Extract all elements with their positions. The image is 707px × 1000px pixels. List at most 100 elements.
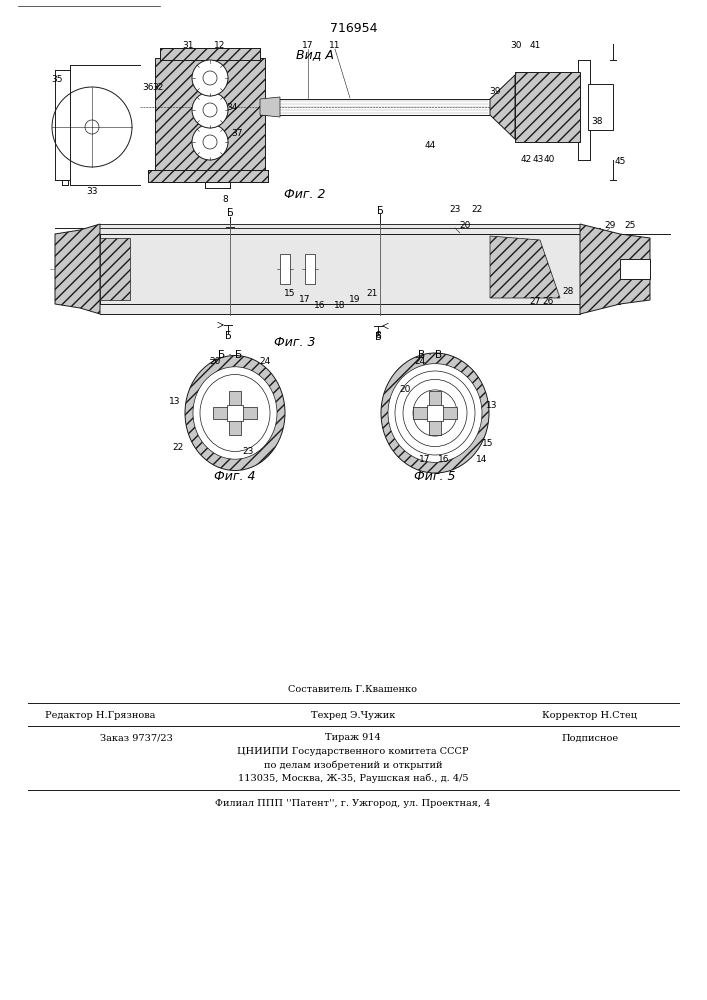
Text: 16: 16 bbox=[314, 300, 326, 310]
Circle shape bbox=[192, 124, 228, 160]
Text: ЦНИИПИ Государственного комитета СССР: ЦНИИПИ Государственного комитета СССР bbox=[238, 748, 469, 756]
Polygon shape bbox=[260, 97, 280, 117]
Text: 20: 20 bbox=[460, 221, 471, 230]
Text: Фиг. 5: Фиг. 5 bbox=[414, 471, 456, 484]
Text: Вид А: Вид А bbox=[296, 48, 334, 62]
Text: 716954: 716954 bbox=[330, 21, 378, 34]
Text: 12: 12 bbox=[214, 40, 226, 49]
Bar bbox=[413, 407, 457, 419]
Text: 28: 28 bbox=[562, 288, 573, 296]
Ellipse shape bbox=[395, 371, 475, 455]
Text: Б: Б bbox=[227, 208, 233, 218]
Ellipse shape bbox=[193, 367, 277, 459]
Text: 17: 17 bbox=[303, 40, 314, 49]
Bar bbox=[148, 170, 268, 182]
Bar bbox=[227, 405, 243, 421]
Text: 34: 34 bbox=[226, 103, 238, 111]
Text: 42: 42 bbox=[520, 155, 532, 164]
Text: 45: 45 bbox=[614, 157, 626, 166]
Text: Фиг. 2: Фиг. 2 bbox=[284, 188, 326, 200]
Text: Фиг. 4: Фиг. 4 bbox=[214, 471, 256, 484]
Polygon shape bbox=[580, 224, 650, 314]
Text: 19: 19 bbox=[349, 296, 361, 304]
Bar bbox=[620, 259, 650, 279]
Ellipse shape bbox=[185, 356, 285, 471]
Text: 20: 20 bbox=[209, 358, 221, 366]
Text: 23: 23 bbox=[243, 448, 254, 456]
Text: 31: 31 bbox=[182, 40, 194, 49]
Text: 24: 24 bbox=[259, 358, 271, 366]
Ellipse shape bbox=[381, 353, 489, 473]
Polygon shape bbox=[55, 224, 100, 314]
Text: по делам изобретений и открытий: по делам изобретений и открытий bbox=[264, 760, 443, 770]
Text: 15: 15 bbox=[482, 438, 493, 448]
Text: 44: 44 bbox=[424, 140, 436, 149]
Text: 40: 40 bbox=[543, 155, 555, 164]
Text: 20: 20 bbox=[399, 385, 411, 394]
Text: 27: 27 bbox=[530, 296, 541, 306]
Text: Редактор Н.Грязнова: Редактор Н.Грязнова bbox=[45, 710, 156, 720]
Text: Б · Б: Б · Б bbox=[218, 350, 242, 360]
Text: Подписное: Подписное bbox=[561, 734, 619, 742]
Bar bbox=[155, 58, 265, 170]
Bar bbox=[515, 72, 580, 142]
Text: Заказ 9737/23: Заказ 9737/23 bbox=[100, 734, 173, 742]
Text: 26: 26 bbox=[542, 296, 554, 306]
Text: 22: 22 bbox=[173, 442, 184, 452]
Text: 17: 17 bbox=[299, 296, 311, 304]
Bar bbox=[160, 48, 260, 60]
Ellipse shape bbox=[413, 390, 457, 436]
Text: Б: Б bbox=[375, 332, 381, 342]
Text: 24: 24 bbox=[414, 358, 426, 366]
Text: 13: 13 bbox=[169, 397, 181, 406]
Text: 37: 37 bbox=[231, 129, 243, 138]
Text: Составитель Г.Квашенко: Составитель Г.Квашенко bbox=[288, 686, 418, 694]
Text: 17: 17 bbox=[419, 456, 431, 464]
Text: 21: 21 bbox=[366, 290, 378, 298]
Text: 39: 39 bbox=[489, 88, 501, 97]
Text: 35: 35 bbox=[51, 76, 63, 85]
Text: 8: 8 bbox=[222, 196, 228, 205]
Bar bbox=[427, 405, 443, 421]
Text: 11: 11 bbox=[329, 40, 341, 49]
Text: Корректор Н.Стец: Корректор Н.Стец bbox=[542, 710, 638, 720]
Circle shape bbox=[192, 60, 228, 96]
Text: 15: 15 bbox=[284, 290, 296, 298]
Text: 43: 43 bbox=[532, 155, 544, 164]
Text: 30: 30 bbox=[510, 40, 522, 49]
Text: 33: 33 bbox=[86, 188, 98, 196]
Text: 32: 32 bbox=[152, 84, 164, 93]
Text: 29: 29 bbox=[604, 221, 616, 230]
Text: 113035, Москва, Ж-35, Раушская наб., д. 4/5: 113035, Москва, Ж-35, Раушская наб., д. … bbox=[238, 773, 468, 783]
Ellipse shape bbox=[403, 379, 467, 447]
Text: Фиг. 3: Фиг. 3 bbox=[274, 336, 316, 350]
Text: 41: 41 bbox=[530, 40, 541, 49]
Ellipse shape bbox=[388, 364, 482, 462]
Text: 14: 14 bbox=[477, 456, 488, 464]
Text: Филиал ППП ''Патент'', г. Ужгород, ул. Проектная, 4: Филиал ППП ''Патент'', г. Ужгород, ул. П… bbox=[216, 800, 491, 808]
Bar bbox=[305, 254, 315, 284]
Bar bbox=[429, 391, 441, 435]
Bar bbox=[229, 391, 241, 435]
Polygon shape bbox=[490, 236, 560, 298]
Bar bbox=[100, 234, 620, 304]
Text: 22: 22 bbox=[472, 206, 483, 215]
Text: 25: 25 bbox=[624, 221, 636, 230]
Polygon shape bbox=[100, 238, 130, 300]
Text: 23: 23 bbox=[450, 206, 461, 215]
Text: 8: 8 bbox=[375, 330, 381, 340]
Text: Б: Б bbox=[377, 206, 383, 216]
Text: 18: 18 bbox=[334, 300, 346, 310]
Text: 16: 16 bbox=[438, 456, 450, 464]
Text: 13: 13 bbox=[486, 400, 498, 410]
Polygon shape bbox=[490, 75, 515, 139]
Text: 38: 38 bbox=[591, 117, 603, 126]
Text: Тираж 914: Тираж 914 bbox=[325, 734, 381, 742]
Ellipse shape bbox=[200, 374, 270, 452]
Circle shape bbox=[192, 92, 228, 128]
Bar bbox=[280, 254, 290, 284]
Text: Б: Б bbox=[225, 331, 231, 341]
Bar bbox=[213, 407, 257, 419]
Text: В · В: В · В bbox=[418, 350, 442, 360]
Bar bbox=[588, 84, 613, 130]
